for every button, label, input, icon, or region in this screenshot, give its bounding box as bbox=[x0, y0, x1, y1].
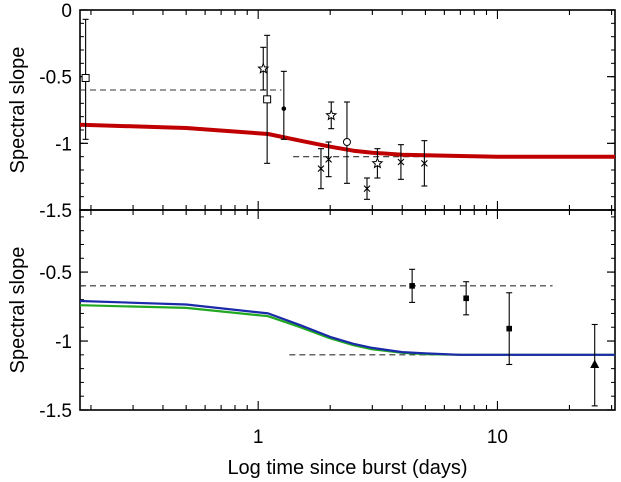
data-point-cross bbox=[420, 159, 428, 167]
data-point-star bbox=[325, 108, 338, 121]
data-point-cross bbox=[363, 185, 371, 193]
model-curve bbox=[80, 304, 615, 356]
plot-area bbox=[80, 18, 615, 200]
y-tick-label: 0 bbox=[61, 1, 72, 22]
data-point-star bbox=[257, 62, 270, 74]
top-panel: 0 -0.5 -1 -1.5 Spectral slope bbox=[7, 1, 616, 222]
data-point-cross bbox=[325, 155, 333, 163]
data-point-cross bbox=[317, 165, 325, 173]
x-tick-label: 10 bbox=[487, 427, 508, 448]
data-point-filled-circle bbox=[281, 106, 287, 111]
data-point-filled-square bbox=[409, 283, 415, 289]
y-tick-label: -0.5 bbox=[39, 263, 72, 284]
model-curve bbox=[80, 122, 615, 159]
data-point-open-square bbox=[81, 74, 90, 82]
y-tick-label: -1 bbox=[55, 332, 72, 353]
plot-frame bbox=[79, 209, 616, 411]
bottom-panel: -0.5 -1 -1.5 1 10 Spectral slope Log time sinc… bbox=[7, 209, 616, 479]
y-axis-title: Spectral slope bbox=[7, 247, 29, 374]
x-axis-title: Log time since burst (days) bbox=[227, 457, 467, 479]
data-point-filled-square bbox=[463, 295, 469, 302]
y-tick-label: -1.5 bbox=[39, 201, 72, 222]
data-point-filled-triangle bbox=[590, 359, 600, 368]
data-point-star bbox=[371, 156, 384, 169]
data-point-filled-square bbox=[506, 325, 513, 332]
y-tick-label: -1.5 bbox=[39, 401, 72, 422]
plot-area bbox=[80, 268, 615, 407]
y-tick-label: -0.5 bbox=[39, 68, 72, 89]
y-axis-title: Spectral slope bbox=[7, 47, 29, 174]
y-tick-label: -1 bbox=[55, 134, 72, 155]
data-point-open-square bbox=[263, 95, 272, 104]
x-tick-label: 1 bbox=[253, 427, 264, 448]
data-point-cross bbox=[397, 158, 405, 166]
data-point-open-circle bbox=[342, 138, 351, 146]
model-curve bbox=[80, 299, 615, 356]
